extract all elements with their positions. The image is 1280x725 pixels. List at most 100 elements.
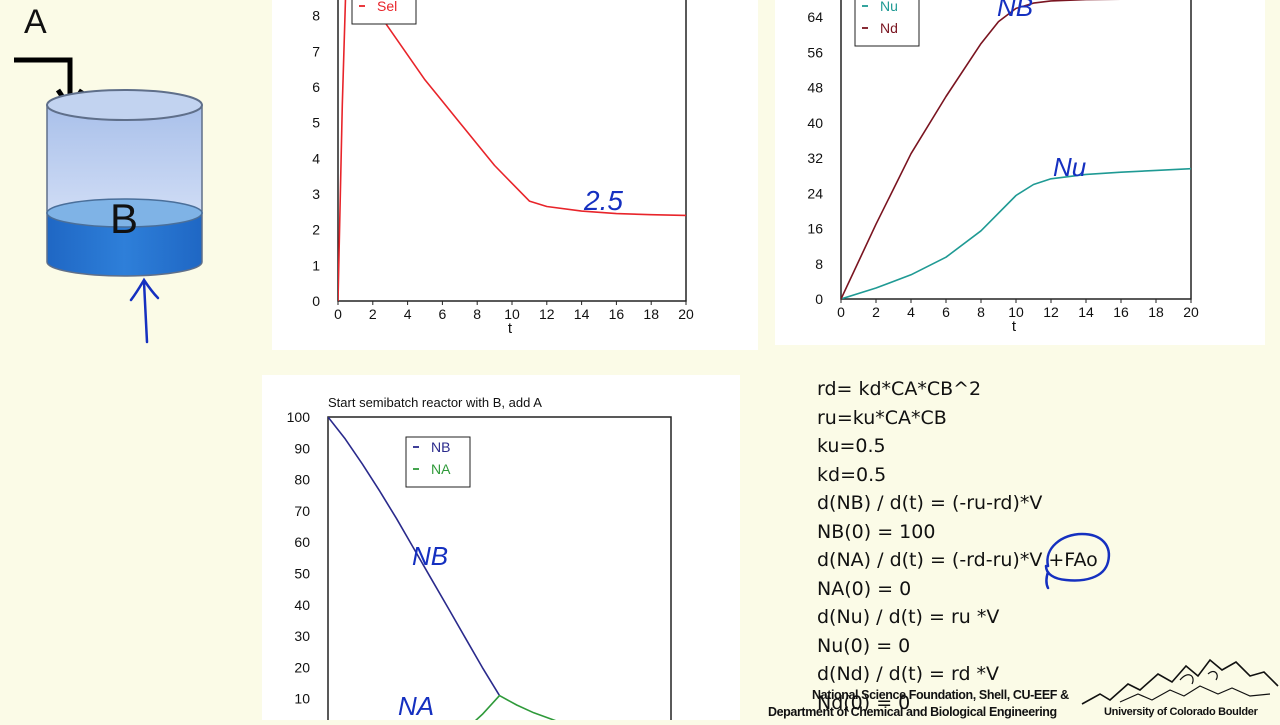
y-tick-label: 10: [294, 691, 310, 707]
y-tick-label: 16: [807, 221, 823, 237]
mountain-logo: [1081, 658, 1279, 705]
x-tick-label: 6: [439, 306, 447, 322]
x-tick-label: 4: [404, 306, 412, 322]
chart-products: 08162432404856647202468101214161820tNuNd…: [807, 0, 1199, 335]
footer-credit-line2: Department of Chemical and Biological En…: [768, 705, 1057, 719]
y-tick-label: 7: [312, 43, 320, 59]
equation-line: d(NA) / d(t) = (-rd-ru)*V +FAo: [817, 549, 1098, 571]
annotation-nb: NB: [997, 0, 1033, 22]
x-tick-label: 4: [907, 304, 915, 320]
x-axis-label: t: [508, 320, 513, 337]
x-tick-label: 12: [1043, 304, 1059, 320]
series-line-nd: [841, 0, 1122, 299]
legend-label: NB: [431, 439, 450, 455]
university-name: University of Colorado Boulder: [1104, 706, 1258, 718]
y-tick-label: 5: [312, 115, 320, 131]
y-tick-label: 30: [294, 628, 310, 644]
x-tick-label: 20: [678, 306, 694, 322]
x-tick-label: 0: [837, 304, 845, 320]
reactor-diagram: A B: [14, 3, 203, 344]
y-tick-label: 60: [294, 534, 310, 550]
chart-selectivity: 012345678902468101214161820tSel2.5: [312, 0, 694, 337]
y-tick-label: 3: [312, 186, 320, 202]
annotation-2-5: 2.5: [583, 185, 623, 216]
y-tick-label: 40: [294, 597, 310, 613]
y-tick-label: 100: [287, 409, 311, 425]
y-tick-label: 24: [807, 185, 823, 201]
y-tick-label: 50: [294, 566, 310, 582]
x-tick-label: 14: [1078, 304, 1094, 320]
x-tick-label: 10: [504, 306, 520, 322]
equation-line: Nd(0) = 0: [817, 691, 911, 714]
x-tick-label: 2: [369, 306, 377, 322]
reactor-liquid: [46, 212, 203, 277]
equation-line: ku=0.5: [817, 435, 886, 457]
x-tick-label: 18: [1148, 304, 1164, 320]
y-tick-label: 56: [807, 44, 823, 60]
annotation-nb: NB: [412, 541, 448, 571]
x-tick-label: 10: [1008, 304, 1024, 320]
equation-line: d(Nu) / d(t) = ru *V: [817, 606, 1000, 628]
legend-label: Nu: [880, 0, 898, 14]
chart-selectivity-panel: 012345678902468101214161820tSel2.5: [272, 0, 758, 350]
equation-line: kd=0.5: [817, 463, 887, 486]
plot-frame: [327, 416, 672, 725]
chart-title: Start semibatch reactor with B, add A: [328, 395, 542, 410]
x-tick-label: 18: [643, 306, 659, 322]
legend-box: [854, 0, 920, 47]
y-tick-label: 70: [294, 503, 310, 519]
equation-line: ru=ku*CA*CB: [817, 406, 947, 429]
legend-label: Nd: [880, 20, 898, 36]
plot-frame: [337, 0, 687, 302]
x-tick-label: 0: [334, 306, 342, 322]
y-tick-label: 8: [815, 256, 823, 272]
y-tick-label: 40: [807, 115, 823, 131]
y-tick-label: 6: [312, 79, 320, 95]
equation-line: rd= kd*CA*CB^2: [817, 378, 982, 400]
legend-box: [405, 436, 471, 488]
x-tick-label: 8: [473, 306, 481, 322]
x-tick-label: 12: [539, 306, 555, 322]
x-tick-label: 2: [872, 304, 880, 320]
legend-box: [351, 0, 417, 25]
y-tick-label: 48: [807, 80, 823, 96]
x-tick-label: 6: [942, 304, 950, 320]
legend-label: Sel: [377, 0, 397, 14]
equation-line: d(Nd) / d(t) = rd *V: [817, 663, 1000, 685]
y-tick-label: 32: [807, 150, 823, 166]
feed-arrow: [14, 57, 73, 100]
y-tick-label: 0: [312, 293, 320, 309]
x-tick-label: 8: [977, 304, 985, 320]
footer-credit-line1: National Science Foundation, Shell, CU-E…: [812, 688, 1069, 702]
reactor-top: [46, 89, 203, 121]
feed-label: A: [24, 3, 47, 41]
chart-semibatch-panel: Start semibatch reactor with B, add A 10 2…: [262, 375, 740, 725]
annotation-na: NA: [398, 691, 434, 720]
equation-line: d(NB) / d(t) = (-ru-rd)*V: [817, 492, 1043, 514]
equation-list: rd= kd*CA*CB^2 ru=ku*CA*CB ku=0.5 kd=0.5…: [817, 375, 1098, 717]
equation-line: NB(0) = 100: [817, 520, 936, 543]
annotation-nu: Nu: [1053, 152, 1086, 182]
y-tick-label: 0: [815, 291, 823, 307]
equation-line: Nu(0) = 0: [817, 634, 911, 657]
x-tick-label: 20: [1183, 304, 1199, 320]
y-tick-label: 2: [312, 222, 320, 238]
series-line-sel: [338, 0, 686, 301]
series-line-nb: [328, 417, 501, 697]
y-tick-label: 80: [294, 472, 310, 488]
series-line-na: [469, 694, 571, 725]
x-axis-label: t: [1012, 318, 1017, 335]
y-tick-label: 1: [312, 257, 320, 273]
chart-semibatch: Start semibatch reactor with B, add A 10 2…: [287, 395, 672, 725]
y-tick-label: 64: [807, 9, 823, 25]
legend-label: NA: [431, 461, 451, 477]
series-line-nu: [841, 167, 1191, 299]
x-tick-label: 14: [574, 306, 590, 322]
liquid-surface: [46, 198, 203, 228]
chart-products-panel: 08162432404856647202468101214161820tNuNd…: [775, 0, 1265, 345]
y-tick-label: 8: [312, 8, 320, 24]
ink-circle: [1044, 532, 1111, 590]
equation-line: NA(0) = 0: [817, 577, 912, 600]
y-tick-label: 20: [294, 659, 310, 675]
x-tick-label: 16: [1113, 304, 1129, 320]
